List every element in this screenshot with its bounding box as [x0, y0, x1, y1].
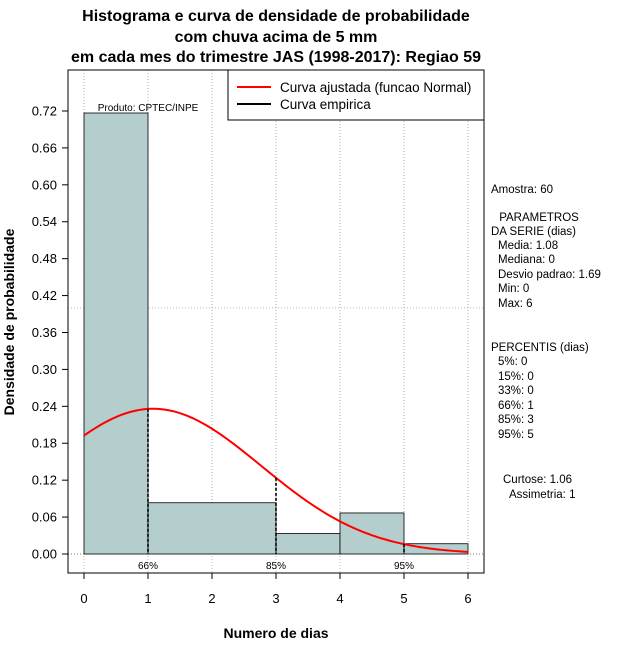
stat-params-subheader: DA SERIE (dias): [491, 226, 576, 238]
stat-min: Min: 0: [498, 283, 529, 295]
y-tick-label: 0.48: [32, 251, 57, 266]
y-tick-label: 0.72: [32, 103, 57, 118]
stat-sample: Amostra: 60: [491, 184, 553, 196]
fitted-normal-curve: [83, 407, 469, 553]
y-tick-label: 0.24: [32, 399, 57, 414]
y-tick-label: 0.66: [32, 140, 57, 155]
legend-box: [227, 69, 485, 121]
stat-percentiles-header: PERCENTIS (dias): [491, 342, 589, 354]
x-axis-title: Numero de dias: [223, 625, 328, 641]
y-tick-label: 0.30: [32, 362, 57, 377]
percentile-marker-label: 85%: [266, 561, 286, 572]
y-tick-label: 0.12: [32, 473, 57, 488]
stat-p85: 85%: 3: [498, 414, 534, 426]
histogram-bar: [275, 533, 341, 555]
stat-p15: 15%: 0: [498, 371, 534, 383]
chart-title-line-2: com chuva acima de 5 mm: [175, 29, 378, 46]
stat-p33: 33%: 0: [498, 385, 534, 397]
x-tick-label: 0: [80, 591, 87, 606]
stat-max: Max: 6: [498, 298, 533, 310]
histogram-bar: [83, 112, 149, 555]
x-tick-label: 5: [400, 591, 407, 606]
histogram-bar: [147, 502, 277, 555]
curves: [83, 407, 469, 553]
percentile-marker-label: 66%: [138, 561, 158, 572]
histogram-bar: [339, 512, 405, 555]
stat-std: Desvio padrao: 1.69: [498, 269, 601, 281]
y-tick-label: 0.18: [32, 436, 57, 451]
stat-p66: 66%: 1: [498, 400, 534, 412]
y-tick-label: 0.42: [32, 288, 57, 303]
y-tick-label: 0.06: [32, 510, 57, 525]
stat-p5: 5%: 0: [498, 356, 527, 368]
product-label: Produto: CPTEC/INPE: [98, 103, 199, 114]
legend: Curva ajustada (funcao Normal) Curva emp…: [227, 69, 485, 121]
legend-empirical-label: Curva empirica: [280, 97, 371, 112]
stat-median: Mediana: 0: [498, 254, 555, 266]
axes: 0.00 0.06 0.12 0.18 0.24 0.30 0.36 0.42 0.48 0.54…: [32, 103, 472, 606]
x-tick-label: 1: [144, 591, 151, 606]
stat-mean: Media: 1.08: [498, 240, 558, 252]
stat-params-header: PARAMETROS: [496, 212, 579, 224]
x-tick-label: 3: [272, 591, 279, 606]
x-tick-label: 4: [336, 591, 343, 606]
stat-p95: 95%: 5: [498, 429, 534, 441]
stat-kurtosis: Curtose: 1.06: [503, 474, 572, 486]
y-tick-label: 0.54: [32, 214, 57, 229]
y-axis-title: Densidade de probabilidade: [1, 228, 17, 415]
percentile-markers: 66% 85% 95%: [138, 408, 414, 572]
chart-title-line-1: Histograma e curva de densidade de proba…: [82, 8, 470, 25]
y-tick-label: 0.36: [32, 325, 57, 340]
x-tick-label: 2: [208, 591, 215, 606]
chart-title-line-3: em cada mes do trimestre JAS (1998-2017)…: [71, 49, 481, 66]
legend-fitted-label: Curva ajustada (funcao Normal): [280, 80, 471, 95]
y-tick-label: 0.00: [32, 547, 57, 562]
statistics-panel: Amostra: 60 PARAMETROS DA SERIE (dias) M…: [491, 184, 601, 501]
y-tick-label: 0.60: [32, 177, 57, 192]
x-tick-label: 6: [464, 591, 471, 606]
stat-skewness: Assimetria: 1: [509, 489, 575, 501]
percentile-marker-label: 95%: [394, 561, 414, 572]
